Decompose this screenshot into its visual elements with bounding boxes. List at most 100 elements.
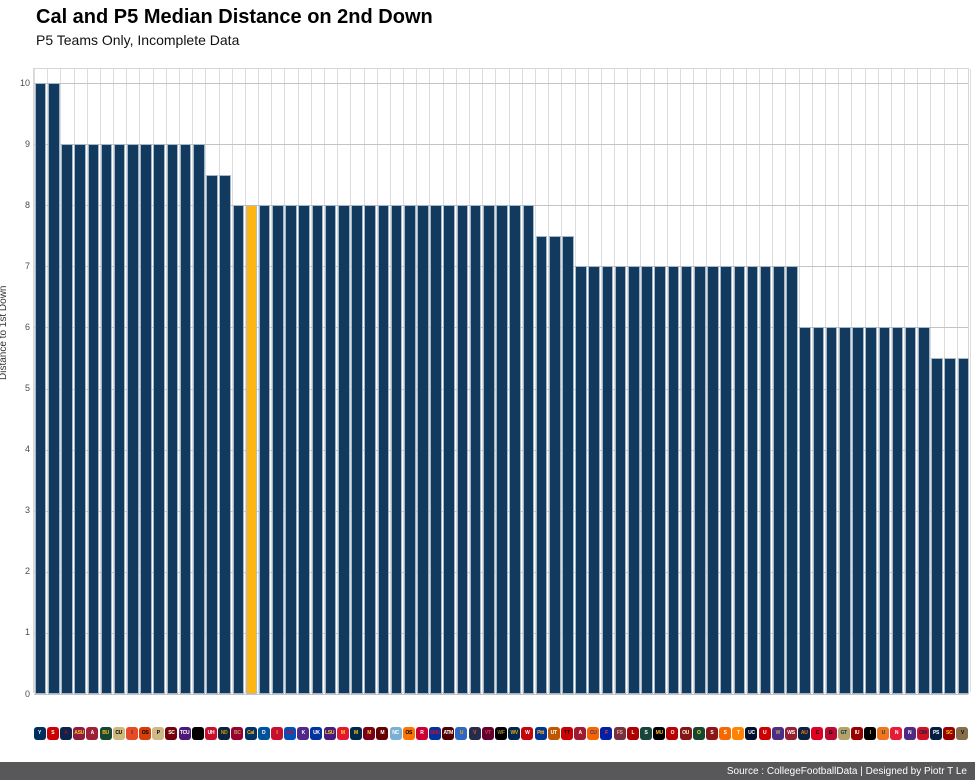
bar-arizona-state — [74, 144, 86, 694]
bar-kansas — [285, 205, 297, 694]
team-logo-usc: SC — [943, 727, 956, 740]
bar-iowa — [865, 327, 877, 694]
team-logo-uconn: UC — [745, 727, 758, 740]
vertical-gridline — [904, 69, 906, 692]
vertical-gridline — [930, 69, 932, 692]
bar-utah — [759, 266, 772, 694]
vertical-gridline — [231, 69, 233, 692]
vertical-gridline — [376, 69, 378, 692]
team-logo-ucf: UCF — [191, 727, 204, 740]
horizontal-gridline — [34, 83, 968, 84]
team-logo-oklahoma: OU — [679, 727, 692, 740]
vertical-gridline — [469, 69, 471, 692]
bar-tennessee — [733, 266, 746, 694]
vertical-gridline — [627, 69, 629, 692]
vertical-gridline — [482, 69, 484, 692]
vertical-gridline — [258, 69, 260, 692]
team-logo-kansas: KU — [284, 727, 297, 740]
team-logo-iowa-state: I — [270, 727, 283, 740]
team-logo-illinois: I — [125, 727, 138, 740]
team-logo-baylor: BU — [99, 727, 112, 740]
y-tick-label: 4 — [24, 444, 30, 455]
team-logo-tennessee: T — [732, 727, 745, 740]
team-logo-maryland: M — [336, 727, 349, 740]
team-logo-mississippi-state: M — [376, 727, 389, 740]
bar-northwestern — [904, 327, 917, 694]
team-logo-south-carolina: SC — [165, 727, 178, 740]
vertical-gridline — [970, 69, 971, 692]
vertical-gridline — [47, 69, 49, 692]
team-logo-arizona-state: ASU — [73, 727, 86, 740]
bar-texas — [548, 235, 561, 695]
bar-indiana — [852, 327, 864, 694]
source-credit-text: Source : CollegeFootballData | Designed … — [726, 765, 967, 777]
vertical-gridline — [785, 69, 787, 692]
bar-louisville — [628, 266, 640, 694]
bar-usc — [944, 357, 956, 694]
bar-oregon-state — [140, 144, 152, 694]
team-logo-purdue: P — [152, 727, 165, 740]
bar-california — [245, 205, 258, 694]
bar-wisconsin — [522, 205, 535, 694]
bar-michigan — [351, 205, 363, 694]
vertical-gridline — [403, 69, 405, 692]
y-tick-label: 8 — [24, 199, 30, 210]
bar-illinois — [127, 144, 139, 694]
team-logo-smu: SMU — [429, 727, 442, 740]
vertical-gridline — [798, 69, 800, 692]
x-axis-team-logos: Y S A ASU A BU CU I OS P SC TCU UCF UH ND BC Cal D I KU K UK L… — [33, 726, 969, 742]
team-logo-kansas-state: K — [297, 727, 310, 740]
bar-texas-a-m — [443, 205, 456, 694]
vertical-gridline — [86, 69, 88, 692]
vertical-gridline — [310, 69, 312, 692]
team-logo-texas-a-m: ATM — [442, 727, 455, 740]
vertical-gridline — [732, 69, 734, 692]
vertical-gridline — [811, 69, 813, 692]
team-logo-missouri: MU — [653, 727, 666, 740]
bar-auburn — [799, 327, 811, 694]
vertical-gridline — [324, 69, 326, 692]
bar-lsu — [324, 205, 337, 694]
vertical-gridline — [693, 69, 695, 692]
team-logo-ole-miss: OM — [916, 727, 929, 740]
vertical-gridline — [956, 69, 958, 692]
vertical-gridline — [706, 69, 708, 692]
team-logo-oklahoma-state: OS — [402, 727, 415, 740]
bar-kansas-state — [298, 205, 311, 694]
vertical-gridline — [534, 69, 536, 692]
team-logo-alabama: A — [574, 727, 587, 740]
team-logo-wisconsin: W — [521, 727, 534, 740]
vertical-gridline — [337, 69, 339, 692]
bar-ucf — [193, 144, 205, 694]
team-logo-duke: D — [257, 727, 270, 740]
vertical-gridline — [495, 69, 497, 692]
vertical-gridline — [179, 69, 180, 692]
team-logo-ohio-state: O — [666, 727, 679, 740]
bar-boston-college — [232, 205, 245, 694]
bar-oklahoma — [680, 266, 693, 694]
bar-north-carolina — [390, 205, 403, 694]
vertical-gridline — [614, 69, 616, 692]
bar-colorado — [113, 144, 126, 694]
chart-title: Cal and P5 Median Distance on 2nd Down — [36, 6, 433, 28]
vertical-gridline — [679, 69, 681, 692]
bar-florida-state — [614, 266, 627, 694]
team-logo-miami: U — [877, 727, 890, 740]
vertical-gridline — [548, 69, 550, 692]
bar-notre-dame — [219, 174, 231, 694]
vertical-gridline — [152, 69, 154, 692]
team-logo-lsu: LSU — [323, 727, 336, 740]
vertical-gridline — [574, 69, 576, 692]
team-logo-virginia: V — [468, 727, 481, 740]
vertical-gridline — [165, 69, 167, 692]
bar-kentucky — [311, 205, 324, 694]
bar-maryland — [338, 205, 350, 694]
vertical-gridline — [864, 69, 866, 692]
team-logo-clemson: CU — [587, 727, 600, 740]
bar-georgia — [825, 327, 838, 694]
bar-houston — [206, 174, 218, 694]
vertical-gridline — [271, 69, 273, 692]
vertical-gridline — [73, 69, 75, 692]
bar-west-virginia — [509, 205, 521, 694]
